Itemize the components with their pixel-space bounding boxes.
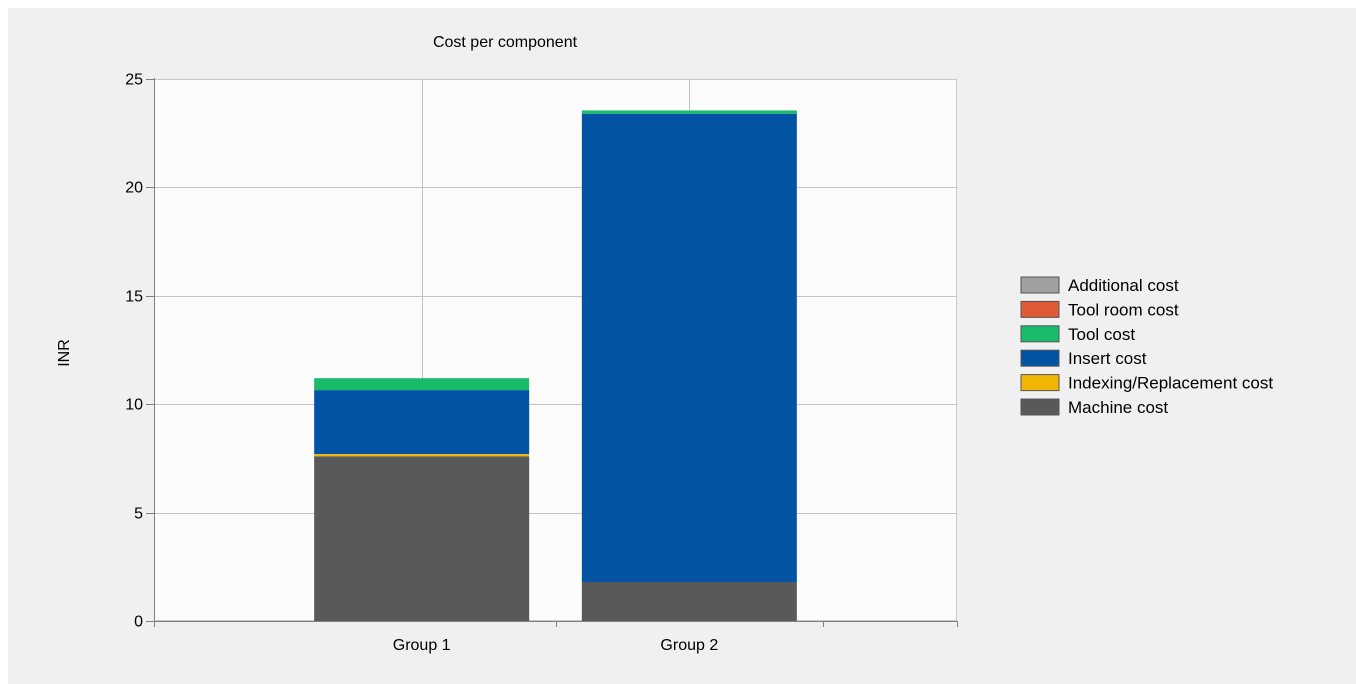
y-axis-label: INR bbox=[56, 339, 73, 367]
bar-segment-insert-cost bbox=[581, 113, 797, 582]
legend-swatch bbox=[1020, 300, 1060, 318]
legend-swatch bbox=[1020, 325, 1060, 343]
y-tick-label: 0 bbox=[134, 614, 143, 631]
legend-label: Tool cost bbox=[1068, 325, 1135, 344]
legend-label: Machine cost bbox=[1068, 398, 1168, 417]
bar-segment-insert-cost bbox=[314, 390, 530, 455]
bar-segment-tool-cost bbox=[314, 378, 530, 391]
legend-label: Tool room cost bbox=[1068, 300, 1179, 319]
bar-segment-machine-cost bbox=[314, 456, 530, 621]
plot-area: 0 5 10 15 20 25 Group 1 Group 2 bbox=[125, 72, 958, 654]
y-tick-label: 25 bbox=[125, 72, 143, 89]
legend-label: Insert cost bbox=[1068, 349, 1147, 368]
bar-segment-indexing-replacement-cost bbox=[314, 454, 530, 457]
legend-swatch bbox=[1020, 349, 1060, 367]
legend-swatch bbox=[1020, 276, 1060, 294]
bar-segment-machine-cost bbox=[581, 581, 797, 621]
y-tick-label: 20 bbox=[125, 180, 143, 197]
legend-swatch bbox=[1020, 398, 1060, 416]
y-tick-label: 5 bbox=[134, 506, 143, 523]
chart-panel: Cost per component INR 0 5 10 15 20 25 Group 1… bbox=[8, 8, 1356, 684]
x-tick-label: Group 2 bbox=[660, 637, 718, 654]
legend-label: Additional cost bbox=[1068, 276, 1179, 295]
chart-title: Cost per component bbox=[433, 34, 578, 51]
y-tick-label: 15 bbox=[125, 289, 143, 306]
legend-label: Indexing/Replacement cost bbox=[1068, 374, 1273, 393]
bar-segment-tool-cost bbox=[581, 110, 797, 114]
legend: Additional cost Tool room cost Tool cost In… bbox=[1020, 276, 1273, 417]
plot-background bbox=[154, 79, 957, 621]
x-tick-label: Group 1 bbox=[393, 637, 451, 654]
legend-swatch bbox=[1020, 374, 1060, 392]
y-tick-label: 10 bbox=[125, 397, 143, 414]
stacked-bar-chart: Cost per component INR 0 5 10 15 20 25 Group 1… bbox=[56, 34, 1273, 654]
